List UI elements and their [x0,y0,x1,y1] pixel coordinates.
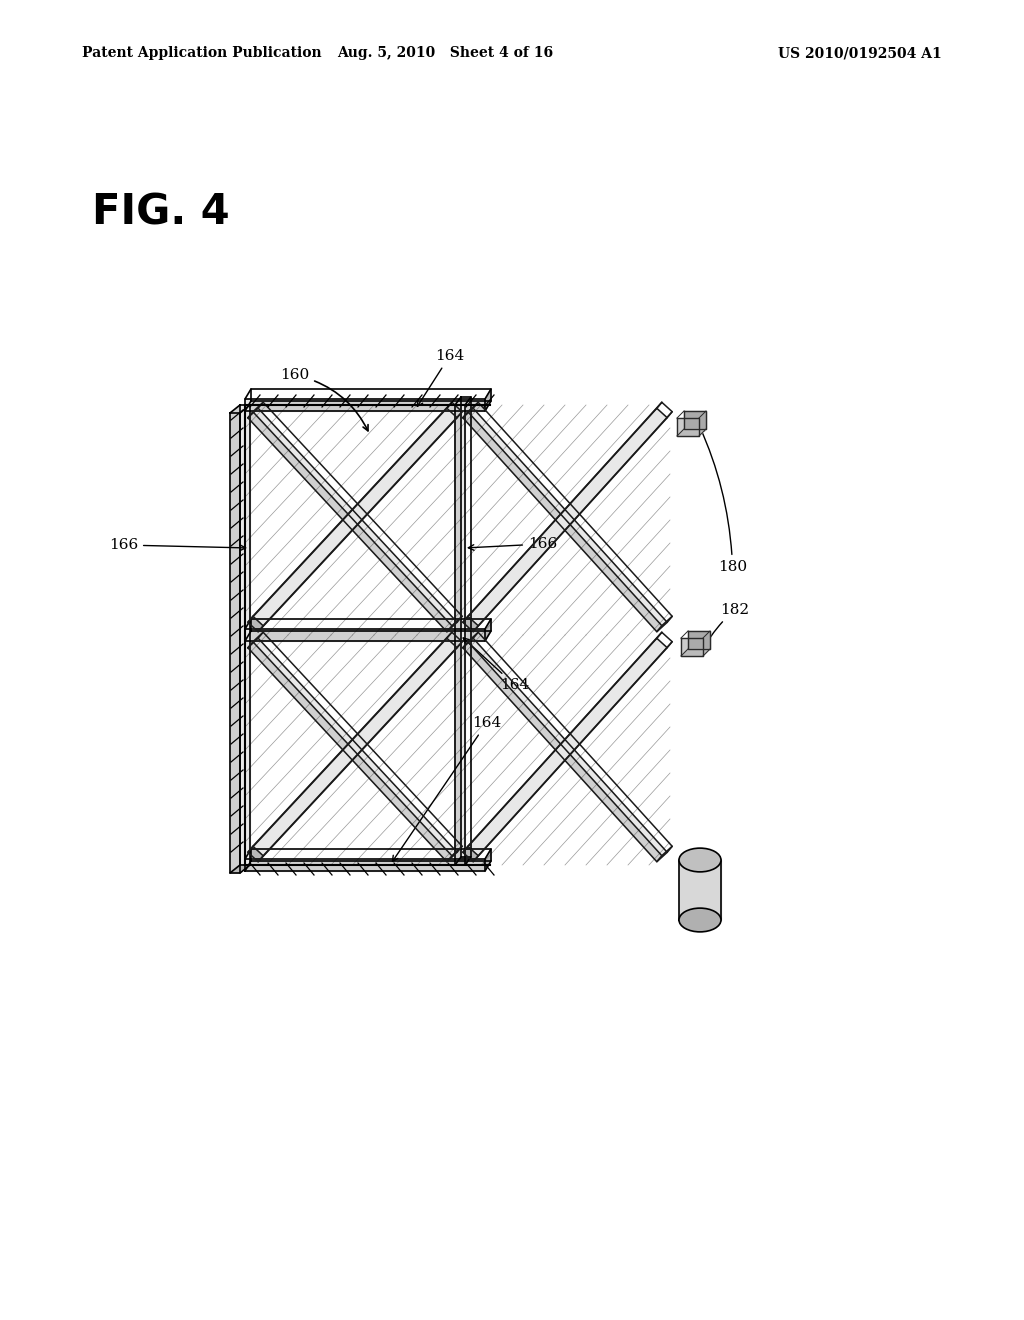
Polygon shape [230,865,250,873]
Polygon shape [248,639,457,862]
Polygon shape [463,616,478,632]
Polygon shape [679,861,721,920]
Polygon shape [463,846,478,862]
Polygon shape [245,630,485,642]
Text: 166: 166 [109,539,246,552]
Polygon shape [248,846,263,862]
Polygon shape [248,408,457,632]
Polygon shape [455,857,471,865]
Polygon shape [240,405,250,865]
Polygon shape [463,639,668,862]
Polygon shape [245,401,490,411]
Polygon shape [681,638,703,656]
Polygon shape [681,649,710,656]
Polygon shape [455,397,461,865]
Polygon shape [463,408,668,632]
Polygon shape [463,642,662,862]
Text: Aug. 5, 2010   Sheet 4 of 16: Aug. 5, 2010 Sheet 4 of 16 [337,46,554,61]
Polygon shape [446,846,462,862]
Polygon shape [656,846,672,862]
Text: 182: 182 [702,603,750,651]
Polygon shape [248,642,452,862]
Polygon shape [248,632,452,853]
Text: 166: 166 [468,537,557,550]
Polygon shape [677,429,706,436]
Polygon shape [245,859,485,871]
Ellipse shape [679,908,721,932]
Polygon shape [245,399,485,411]
Text: Patent Application Publication: Patent Application Publication [82,46,322,61]
Text: 164: 164 [463,638,529,692]
Ellipse shape [679,849,721,873]
Polygon shape [248,616,263,632]
Polygon shape [463,639,668,862]
Polygon shape [248,639,457,862]
Polygon shape [463,403,662,622]
Text: 164: 164 [418,348,464,407]
Polygon shape [485,389,490,411]
Polygon shape [485,849,490,871]
Polygon shape [455,405,465,865]
Polygon shape [463,632,662,853]
Polygon shape [248,408,457,632]
Text: 180: 180 [699,426,748,574]
Polygon shape [485,619,490,642]
Polygon shape [248,412,452,632]
Polygon shape [446,616,462,632]
Polygon shape [677,418,699,436]
Polygon shape [230,405,240,873]
Polygon shape [463,408,668,632]
Text: 164: 164 [392,715,502,862]
Text: FIG. 4: FIG. 4 [92,191,229,234]
Polygon shape [245,861,490,871]
Polygon shape [688,631,710,649]
Text: 160: 160 [280,368,368,430]
Polygon shape [245,631,490,642]
Text: US 2010/0192504 A1: US 2010/0192504 A1 [778,46,942,61]
Polygon shape [684,411,706,429]
Polygon shape [656,616,672,632]
Polygon shape [248,403,452,622]
Polygon shape [463,412,662,632]
